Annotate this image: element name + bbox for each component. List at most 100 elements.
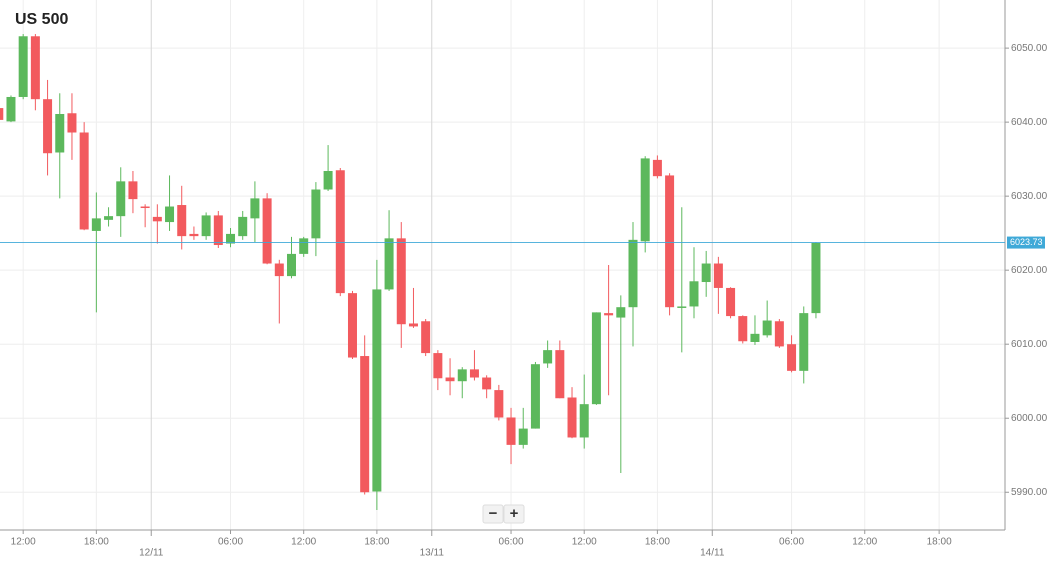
x-tick-label: 18:00: [927, 537, 952, 548]
candle-body: [628, 239, 638, 308]
candle-body: [811, 242, 821, 314]
candle-body: [335, 170, 345, 294]
candle-body: [0, 108, 4, 120]
chart-title: US 500: [15, 11, 68, 28]
current-price-label: 6023.73: [1010, 237, 1043, 247]
candle-body: [787, 344, 797, 371]
candle-body: [286, 253, 296, 277]
candle-body: [640, 158, 650, 242]
candle-body: [555, 350, 565, 399]
candle-body: [469, 369, 479, 378]
candle-body: [360, 356, 370, 493]
candle-body: [713, 263, 723, 288]
candle-body: [311, 189, 321, 239]
candle-body: [140, 206, 150, 209]
candle-body: [238, 216, 248, 237]
candle-body: [445, 377, 455, 382]
candle-body: [677, 306, 687, 308]
candle-body: [226, 233, 236, 244]
candle-body: [347, 293, 357, 358]
candle-body: [567, 397, 577, 438]
candle-body: [177, 205, 187, 237]
zoom-in-button[interactable]: +: [503, 504, 525, 524]
candle-body: [104, 216, 114, 220]
date-label: 14/11: [700, 548, 725, 559]
candle-body: [701, 263, 711, 283]
candle-body: [372, 289, 382, 492]
candle-body: [213, 215, 223, 246]
y-tick-label: 6040.00: [1011, 117, 1047, 128]
zoom-in[interactable]: +: [510, 505, 519, 522]
candle-body: [299, 238, 309, 254]
button-box[interactable]: [482, 504, 504, 524]
x-tick-label: 12:00: [572, 537, 597, 548]
candle-body: [274, 263, 284, 277]
candle-body: [457, 369, 467, 382]
candle-body: [18, 36, 28, 97]
candle-body: [201, 215, 211, 237]
candle-body: [482, 377, 492, 390]
y-tick-label: 6010.00: [1011, 339, 1047, 350]
candle-body: [799, 313, 809, 371]
candle-body: [774, 321, 784, 347]
x-tick-label: 06:00: [218, 537, 243, 548]
candle-body: [689, 281, 699, 307]
candle-body: [55, 113, 65, 153]
candle-body: [506, 417, 516, 445]
x-tick-label: 12:00: [11, 537, 36, 548]
date-label: 12/11: [139, 548, 164, 559]
candle-body: [323, 170, 333, 190]
candle-body: [152, 216, 162, 222]
candle-body: [604, 313, 614, 316]
candle-body: [421, 321, 431, 354]
x-tick-label: 06:00: [779, 537, 804, 548]
candle-body: [726, 287, 736, 317]
candle-body: [762, 320, 772, 336]
candle-body: [384, 238, 394, 290]
y-tick-label: 5990.00: [1011, 487, 1047, 498]
candle-body: [79, 132, 89, 230]
button-box[interactable]: [503, 504, 525, 524]
y-tick-label: 6020.00: [1011, 265, 1047, 276]
candle-body: [165, 206, 175, 223]
candle-body: [652, 159, 662, 177]
x-tick-label: 12:00: [291, 537, 316, 548]
x-tick-label: 18:00: [364, 537, 389, 548]
candle-body: [189, 233, 199, 237]
current-price-box: [1007, 236, 1045, 249]
candle-body: [616, 307, 626, 318]
candle-body: [250, 198, 260, 219]
candle-body: [579, 404, 589, 438]
candles: [0, 34, 821, 511]
candle-body: [494, 390, 504, 418]
candle-body: [665, 175, 675, 308]
x-tick-label: 18:00: [645, 537, 670, 548]
zoom-out[interactable]: −: [489, 505, 498, 522]
candle-body: [433, 353, 443, 379]
candle-body: [396, 238, 406, 325]
candle-body: [128, 181, 138, 200]
x-tick-label: 12:00: [852, 537, 877, 548]
y-tick-label: 6030.00: [1011, 191, 1047, 202]
y-tick-label: 6000.00: [1011, 413, 1047, 424]
candle-body: [262, 198, 272, 264]
x-tick-label: 06:00: [499, 537, 524, 548]
candle-body: [67, 113, 77, 133]
candle-body: [591, 312, 601, 405]
x-tick-label: 18:00: [84, 537, 109, 548]
candle-body: [543, 350, 553, 364]
y-tick-label: 6050.00: [1011, 43, 1047, 54]
candle-body: [408, 323, 418, 327]
candle-body: [518, 428, 528, 445]
candle-body: [116, 181, 126, 217]
zoom-out-button[interactable]: −: [482, 504, 504, 524]
candle-body: [43, 99, 53, 154]
candle-body: [738, 316, 748, 342]
date-label: 13/11: [420, 548, 445, 559]
candle-body: [91, 218, 101, 231]
candle-body: [530, 364, 540, 429]
candle-body: [30, 36, 40, 100]
candle-body: [750, 333, 760, 342]
